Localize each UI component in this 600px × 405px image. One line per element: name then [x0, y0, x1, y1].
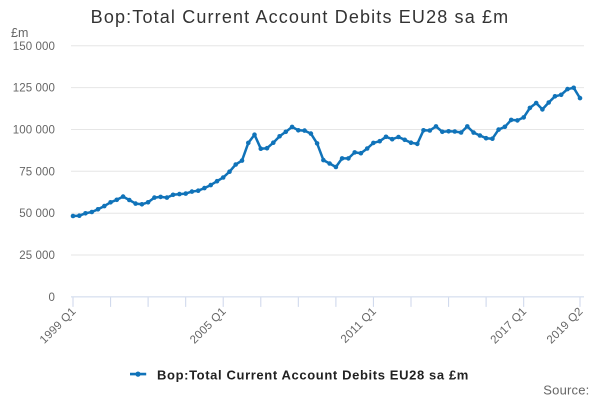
svg-text:Source:: Source:: [543, 383, 589, 398]
svg-text:125 000: 125 000: [13, 83, 55, 95]
svg-text:25 000: 25 000: [19, 250, 55, 262]
svg-text:50 000: 50 000: [19, 208, 55, 220]
svg-text:100 000: 100 000: [13, 125, 55, 137]
svg-text:Bop:Total Current Account Debi: Bop:Total Current Account Debits EU28 sa…: [157, 368, 469, 383]
svg-text:Bop:Total Current Account Debi: Bop:Total Current Account Debits EU28 sa…: [91, 7, 510, 27]
svg-text:£m: £m: [11, 26, 28, 40]
svg-text:150 000: 150 000: [13, 41, 55, 53]
svg-text:0: 0: [49, 292, 56, 304]
svg-text:75 000: 75 000: [19, 166, 55, 178]
